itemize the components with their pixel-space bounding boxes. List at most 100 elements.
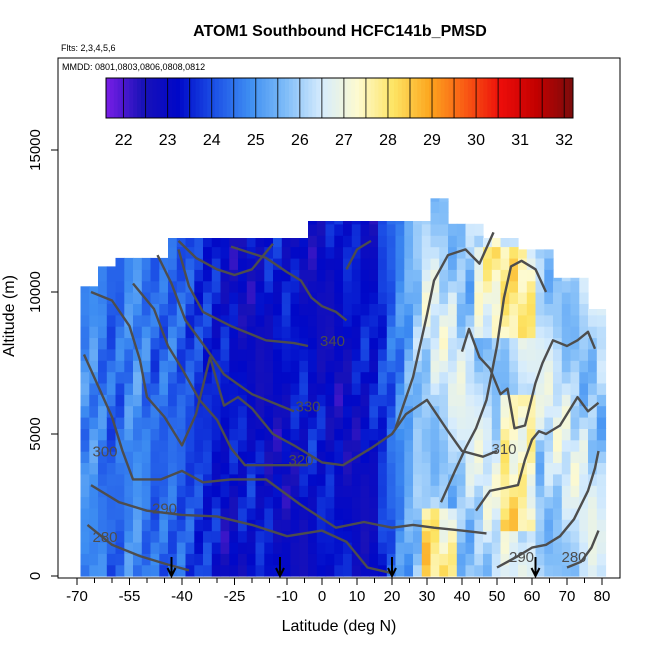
- heatmap-cell: [509, 496, 519, 509]
- heatmap-cell: [106, 485, 117, 498]
- heatmap-cell: [159, 303, 169, 316]
- heatmap-cell: [343, 394, 353, 407]
- heatmap-cell: [518, 348, 528, 361]
- heatmap-cell: [430, 314, 440, 327]
- colorbar-swatch: [370, 78, 376, 118]
- heatmap-cell: [579, 507, 589, 520]
- heatmap-cell: [351, 371, 362, 384]
- heatmap-cell: [343, 337, 353, 350]
- heatmap-cell: [456, 519, 467, 532]
- heatmap-cell: [360, 348, 370, 361]
- heatmap-cell: [544, 519, 554, 532]
- heatmap-cell: [439, 417, 449, 429]
- heatmap-cell: [255, 371, 265, 384]
- heatmap-cell: [421, 246, 432, 259]
- heatmap-cell: [80, 507, 90, 520]
- heatmap-cell: [98, 371, 108, 384]
- heatmap-cell: [474, 428, 484, 441]
- heatmap-cell: [229, 314, 239, 327]
- heatmap-cell: [561, 371, 572, 384]
- contour-line: [566, 530, 600, 569]
- heatmap-cell: [290, 394, 300, 407]
- heatmap-cell: [474, 485, 484, 498]
- heatmap-cell: [246, 303, 257, 316]
- colorbar-swatch: [261, 78, 267, 118]
- colorbar-swatch: [448, 78, 453, 118]
- heatmap-cell: [290, 326, 300, 339]
- heatmap-cell: [316, 496, 327, 509]
- heatmap-cell: [308, 371, 318, 384]
- heatmap-cell: [378, 223, 388, 236]
- heatmap-cell: [413, 394, 423, 407]
- contour-line: [90, 484, 393, 575]
- heatmap-cell: [220, 462, 230, 475]
- heatmap-cell: [360, 280, 370, 293]
- colorbar-swatch: [222, 78, 228, 118]
- heatmap-cell: [448, 382, 458, 395]
- heatmap-cell: [334, 473, 344, 486]
- heatmap-cell: [308, 348, 318, 361]
- heatmap-cell: [518, 553, 528, 566]
- colorbar-swatch: [203, 78, 208, 118]
- heatmap-cell: [491, 496, 502, 509]
- heatmap-cell: [439, 485, 449, 498]
- heatmap-cell: [386, 519, 397, 532]
- heatmap-cell: [325, 541, 335, 554]
- heatmap-cell: [98, 269, 108, 282]
- heatmap-cell: [430, 201, 440, 214]
- heatmap-cell: [518, 451, 528, 463]
- heatmap-cell: [316, 280, 327, 293]
- heatmap-cell: [509, 462, 519, 475]
- heatmap-cell: [133, 382, 143, 395]
- heatmap-cell: [89, 337, 99, 350]
- heatmap-cell: [89, 519, 99, 532]
- heatmap-cell: [273, 303, 283, 316]
- heatmap-cell: [518, 405, 528, 418]
- heatmap-cell: [483, 462, 493, 475]
- chart-title: ATOM1 Southbound HCFC141b_PMSD: [193, 23, 487, 40]
- heatmap-cell: [334, 280, 344, 293]
- heatmap-cell: [203, 246, 213, 259]
- heatmap-cell: [430, 246, 440, 259]
- heatmap-cell: [596, 360, 607, 373]
- heatmap-cell: [588, 439, 598, 452]
- heatmap-cell: [518, 371, 528, 384]
- heatmap-cell: [439, 235, 449, 248]
- heatmap-cell: [220, 292, 230, 304]
- heatmap-cell: [343, 246, 353, 259]
- heatmap-cell: [80, 439, 90, 452]
- heatmap-cell: [316, 371, 327, 384]
- heatmap-cell: [89, 428, 99, 441]
- heatmap-cell: [316, 246, 327, 259]
- heatmap-cell: [483, 417, 493, 429]
- heatmap-cell: [456, 485, 467, 498]
- heatmap-cell: [141, 439, 152, 452]
- heatmap-cell: [518, 257, 528, 270]
- heatmap-cell: [124, 257, 134, 270]
- heatmap-cell: [255, 451, 265, 463]
- heatmap-cell: [491, 530, 502, 543]
- colorbar-swatch: [273, 78, 278, 118]
- heatmap-cell: [343, 541, 353, 554]
- colorbar-swatch: [464, 78, 469, 118]
- heatmap-cell: [500, 238, 510, 248]
- heatmap-cell: [194, 553, 204, 566]
- heatmap-cell: [439, 428, 449, 441]
- colorbar-swatch: [109, 78, 115, 118]
- heatmap-cell: [194, 371, 204, 384]
- heatmap-cell: [133, 257, 143, 270]
- heatmap-cell: [106, 417, 117, 429]
- heatmap-cell: [238, 564, 248, 577]
- heatmap-cell: [115, 485, 125, 498]
- heatmap-cell: [273, 371, 283, 384]
- heatmap-cell: [421, 223, 432, 236]
- heatmap-cell: [115, 530, 125, 543]
- heatmap-cell: [124, 269, 134, 282]
- heatmap-cell: [395, 292, 405, 304]
- heatmap-cell: [430, 417, 440, 429]
- heatmap-cell: [404, 303, 414, 316]
- heatmap-cell: [308, 519, 318, 532]
- heatmap-cell: [264, 496, 274, 509]
- heatmap-cell: [430, 212, 440, 225]
- colorbar-swatch: [141, 78, 146, 118]
